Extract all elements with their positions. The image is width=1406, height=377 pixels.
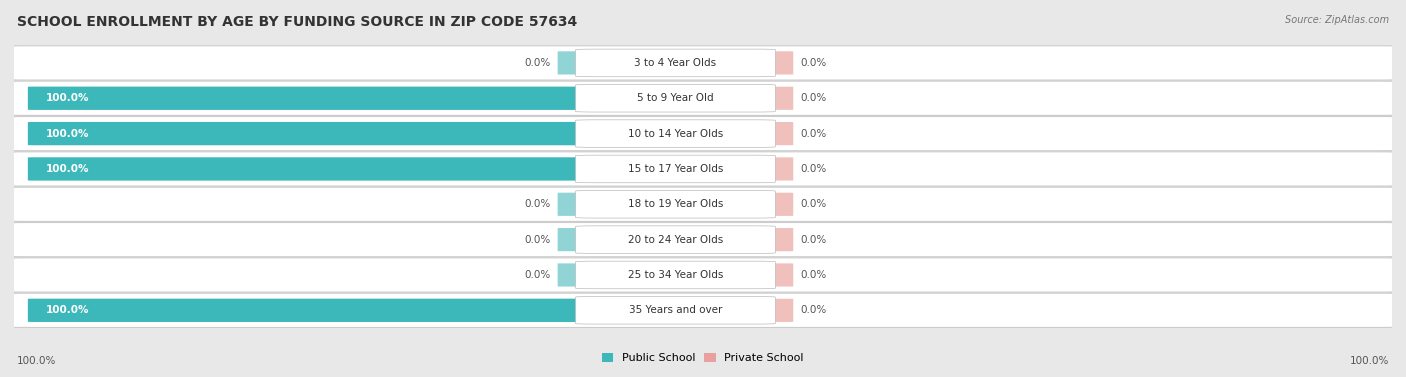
FancyBboxPatch shape bbox=[558, 193, 600, 216]
Text: 0.0%: 0.0% bbox=[524, 270, 551, 280]
FancyBboxPatch shape bbox=[558, 264, 600, 287]
FancyBboxPatch shape bbox=[7, 152, 1399, 186]
FancyBboxPatch shape bbox=[7, 116, 1399, 151]
Text: 5 to 9 Year Old: 5 to 9 Year Old bbox=[637, 93, 714, 103]
FancyBboxPatch shape bbox=[28, 87, 603, 110]
FancyBboxPatch shape bbox=[7, 46, 1399, 80]
FancyBboxPatch shape bbox=[575, 84, 775, 112]
Text: 0.0%: 0.0% bbox=[800, 270, 827, 280]
FancyBboxPatch shape bbox=[7, 293, 1399, 328]
FancyBboxPatch shape bbox=[575, 226, 775, 253]
FancyBboxPatch shape bbox=[751, 157, 793, 181]
FancyBboxPatch shape bbox=[751, 122, 793, 145]
FancyBboxPatch shape bbox=[28, 122, 603, 145]
FancyBboxPatch shape bbox=[7, 222, 1399, 257]
Text: 20 to 24 Year Olds: 20 to 24 Year Olds bbox=[628, 234, 723, 245]
Text: Source: ZipAtlas.com: Source: ZipAtlas.com bbox=[1285, 15, 1389, 25]
Text: 100.0%: 100.0% bbox=[46, 129, 89, 139]
Text: 100.0%: 100.0% bbox=[17, 356, 56, 366]
FancyBboxPatch shape bbox=[575, 155, 775, 183]
Text: 100.0%: 100.0% bbox=[1350, 356, 1389, 366]
FancyBboxPatch shape bbox=[575, 190, 775, 218]
Text: 0.0%: 0.0% bbox=[800, 93, 827, 103]
FancyBboxPatch shape bbox=[751, 299, 793, 322]
Text: 0.0%: 0.0% bbox=[800, 164, 827, 174]
FancyBboxPatch shape bbox=[751, 193, 793, 216]
Text: SCHOOL ENROLLMENT BY AGE BY FUNDING SOURCE IN ZIP CODE 57634: SCHOOL ENROLLMENT BY AGE BY FUNDING SOUR… bbox=[17, 15, 576, 29]
FancyBboxPatch shape bbox=[751, 228, 793, 251]
FancyBboxPatch shape bbox=[751, 87, 793, 110]
FancyBboxPatch shape bbox=[575, 297, 775, 324]
Text: 35 Years and over: 35 Years and over bbox=[628, 305, 723, 315]
Text: 10 to 14 Year Olds: 10 to 14 Year Olds bbox=[628, 129, 723, 139]
FancyBboxPatch shape bbox=[7, 187, 1399, 221]
Text: 0.0%: 0.0% bbox=[524, 199, 551, 209]
FancyBboxPatch shape bbox=[28, 157, 603, 181]
Text: 0.0%: 0.0% bbox=[800, 58, 827, 68]
Text: 100.0%: 100.0% bbox=[46, 164, 89, 174]
FancyBboxPatch shape bbox=[751, 51, 793, 75]
FancyBboxPatch shape bbox=[575, 261, 775, 289]
Text: 15 to 17 Year Olds: 15 to 17 Year Olds bbox=[627, 164, 723, 174]
FancyBboxPatch shape bbox=[751, 264, 793, 287]
Text: 25 to 34 Year Olds: 25 to 34 Year Olds bbox=[627, 270, 723, 280]
FancyBboxPatch shape bbox=[558, 51, 600, 75]
Text: 0.0%: 0.0% bbox=[800, 305, 827, 315]
Text: 18 to 19 Year Olds: 18 to 19 Year Olds bbox=[627, 199, 723, 209]
FancyBboxPatch shape bbox=[575, 120, 775, 147]
Text: 0.0%: 0.0% bbox=[524, 58, 551, 68]
Text: 3 to 4 Year Olds: 3 to 4 Year Olds bbox=[634, 58, 717, 68]
FancyBboxPatch shape bbox=[7, 258, 1399, 292]
Text: 0.0%: 0.0% bbox=[800, 234, 827, 245]
Text: 0.0%: 0.0% bbox=[524, 234, 551, 245]
Text: 100.0%: 100.0% bbox=[46, 305, 89, 315]
FancyBboxPatch shape bbox=[558, 228, 600, 251]
Text: 0.0%: 0.0% bbox=[800, 199, 827, 209]
FancyBboxPatch shape bbox=[28, 299, 603, 322]
Text: 0.0%: 0.0% bbox=[800, 129, 827, 139]
FancyBboxPatch shape bbox=[575, 49, 775, 77]
Legend: Public School, Private School: Public School, Private School bbox=[598, 349, 808, 368]
FancyBboxPatch shape bbox=[7, 81, 1399, 115]
Text: 100.0%: 100.0% bbox=[46, 93, 89, 103]
